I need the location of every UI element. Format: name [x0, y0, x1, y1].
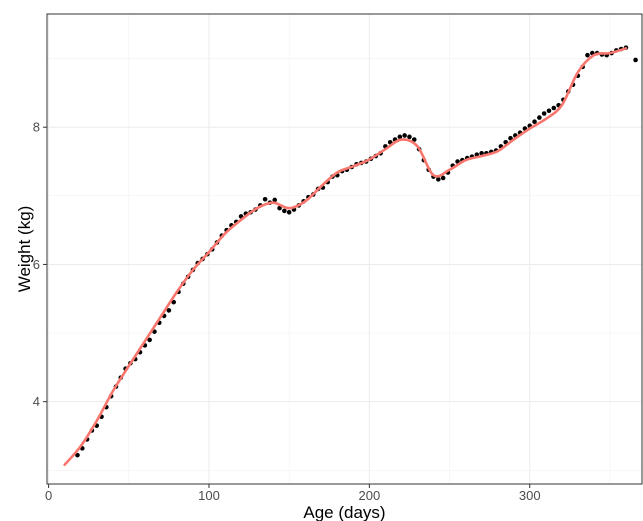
data-point: [440, 175, 446, 181]
plot-panel-border: [46, 13, 643, 485]
plot-panel: [47, 14, 642, 484]
data-point: [546, 108, 552, 114]
data-point: [75, 452, 80, 458]
data-point: [282, 208, 287, 214]
data-point: [532, 119, 537, 125]
minor-gridlines: [47, 14, 642, 484]
data-point: [171, 299, 176, 305]
data-point: [286, 209, 292, 215]
data-point: [633, 57, 638, 63]
data-point: [407, 134, 412, 140]
data-point: [436, 177, 441, 182]
major-gridlines: [47, 14, 642, 484]
data-point: [508, 135, 513, 141]
data-point: [147, 337, 152, 343]
x-tick-label: 200: [359, 488, 381, 503]
data-point: [551, 105, 557, 111]
y-axis-ticks: 4 6 8: [33, 120, 47, 409]
data-point: [262, 196, 268, 202]
data-point: [277, 205, 282, 211]
x-tick-label: 100: [198, 488, 220, 503]
data-point: [402, 133, 407, 138]
data-point: [537, 115, 542, 120]
data-point: [272, 197, 278, 203]
data-point: [411, 137, 417, 142]
x-tick-label: 0: [45, 488, 52, 503]
data-point: [166, 308, 172, 313]
y-tick-label: 6: [33, 257, 40, 272]
y-tick-label: 8: [33, 120, 40, 135]
data-point: [585, 52, 590, 58]
y-tick-label: 4: [33, 394, 40, 409]
x-axis-ticks: 0 100 200 300: [45, 484, 541, 503]
y-axis-title: Weight (kg): [15, 206, 34, 293]
smooth-trend-line: [63, 47, 628, 467]
x-axis-title: Age (days): [303, 503, 385, 521]
data-point: [397, 134, 403, 140]
x-tick-label: 300: [519, 488, 541, 503]
data-point: [541, 111, 547, 116]
